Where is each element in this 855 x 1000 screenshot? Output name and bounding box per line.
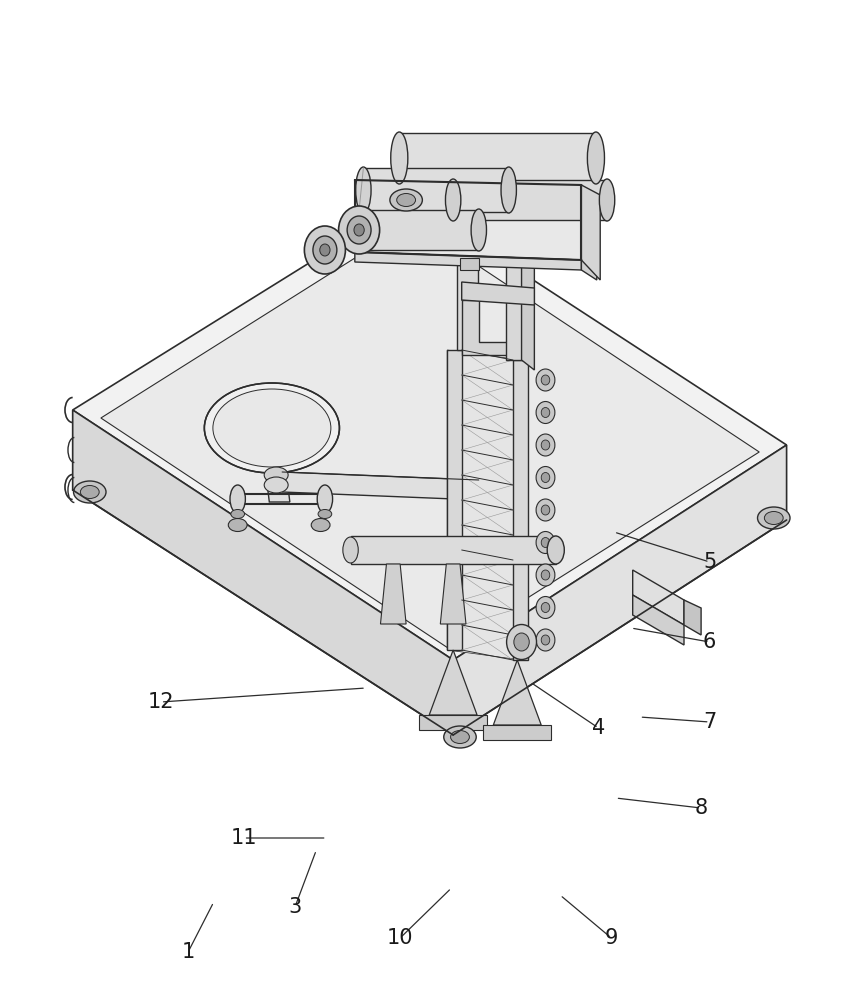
Ellipse shape xyxy=(599,179,615,221)
Ellipse shape xyxy=(541,505,550,515)
Polygon shape xyxy=(633,595,684,645)
Ellipse shape xyxy=(317,485,333,513)
Polygon shape xyxy=(457,260,478,350)
Polygon shape xyxy=(453,180,607,220)
Ellipse shape xyxy=(536,564,555,586)
Text: 4: 4 xyxy=(592,718,605,738)
Ellipse shape xyxy=(451,730,469,744)
Ellipse shape xyxy=(391,132,408,184)
Polygon shape xyxy=(493,660,541,725)
Ellipse shape xyxy=(397,194,416,207)
Ellipse shape xyxy=(541,472,550,482)
Polygon shape xyxy=(513,360,528,660)
Ellipse shape xyxy=(758,507,790,529)
Polygon shape xyxy=(399,133,596,183)
Ellipse shape xyxy=(541,570,550,580)
Ellipse shape xyxy=(318,510,332,518)
Polygon shape xyxy=(429,650,477,715)
Ellipse shape xyxy=(541,602,550,612)
Ellipse shape xyxy=(444,726,476,748)
Ellipse shape xyxy=(541,408,550,418)
Polygon shape xyxy=(460,258,479,270)
Ellipse shape xyxy=(536,499,555,521)
Ellipse shape xyxy=(204,383,339,473)
Ellipse shape xyxy=(536,466,555,488)
Polygon shape xyxy=(462,282,534,305)
Polygon shape xyxy=(633,570,684,625)
Text: 10: 10 xyxy=(387,928,413,948)
Ellipse shape xyxy=(536,369,555,391)
Polygon shape xyxy=(453,445,787,735)
Polygon shape xyxy=(262,440,290,502)
Text: 3: 3 xyxy=(288,897,302,917)
Ellipse shape xyxy=(536,434,555,456)
Ellipse shape xyxy=(471,209,486,251)
Polygon shape xyxy=(380,564,406,624)
Ellipse shape xyxy=(536,596,555,618)
Ellipse shape xyxy=(213,389,331,467)
Ellipse shape xyxy=(230,485,245,513)
Ellipse shape xyxy=(80,486,99,498)
Ellipse shape xyxy=(304,226,345,274)
Ellipse shape xyxy=(264,467,288,483)
Text: 7: 7 xyxy=(703,712,716,732)
Polygon shape xyxy=(447,350,522,660)
Text: 12: 12 xyxy=(148,692,174,712)
Text: 1: 1 xyxy=(181,942,195,962)
Polygon shape xyxy=(363,168,509,212)
Ellipse shape xyxy=(536,401,555,424)
Polygon shape xyxy=(581,185,597,280)
Ellipse shape xyxy=(228,518,247,532)
Ellipse shape xyxy=(231,510,245,518)
Ellipse shape xyxy=(541,538,550,548)
Polygon shape xyxy=(684,600,701,635)
Ellipse shape xyxy=(354,224,364,236)
Ellipse shape xyxy=(313,236,337,264)
Ellipse shape xyxy=(74,481,106,503)
Polygon shape xyxy=(483,725,551,740)
Polygon shape xyxy=(101,222,759,648)
Polygon shape xyxy=(440,564,466,624)
Text: 8: 8 xyxy=(694,798,708,818)
Ellipse shape xyxy=(390,189,422,211)
Ellipse shape xyxy=(541,635,550,645)
Ellipse shape xyxy=(506,624,537,660)
Ellipse shape xyxy=(501,167,516,213)
Ellipse shape xyxy=(264,477,288,493)
Polygon shape xyxy=(581,185,600,280)
Ellipse shape xyxy=(343,537,358,563)
Polygon shape xyxy=(351,536,556,564)
Polygon shape xyxy=(355,252,581,270)
Ellipse shape xyxy=(320,244,330,256)
Ellipse shape xyxy=(541,375,550,385)
Polygon shape xyxy=(462,300,513,355)
Ellipse shape xyxy=(536,629,555,651)
Text: 5: 5 xyxy=(703,552,716,572)
Ellipse shape xyxy=(547,536,564,564)
Polygon shape xyxy=(359,210,479,250)
Polygon shape xyxy=(355,180,581,260)
Ellipse shape xyxy=(347,216,371,244)
Text: 11: 11 xyxy=(231,828,256,848)
Ellipse shape xyxy=(536,532,555,554)
Polygon shape xyxy=(419,715,487,730)
Polygon shape xyxy=(73,200,787,660)
Text: 9: 9 xyxy=(604,928,618,948)
Ellipse shape xyxy=(311,518,330,532)
Ellipse shape xyxy=(356,167,371,213)
Ellipse shape xyxy=(587,132,604,184)
Polygon shape xyxy=(447,350,462,650)
Polygon shape xyxy=(506,240,522,360)
Ellipse shape xyxy=(445,179,461,221)
Polygon shape xyxy=(522,240,534,370)
Text: 6: 6 xyxy=(703,632,716,652)
Ellipse shape xyxy=(764,512,783,524)
Ellipse shape xyxy=(514,633,529,651)
Ellipse shape xyxy=(541,440,550,450)
Polygon shape xyxy=(282,472,479,500)
Polygon shape xyxy=(73,410,453,735)
Ellipse shape xyxy=(339,206,380,254)
